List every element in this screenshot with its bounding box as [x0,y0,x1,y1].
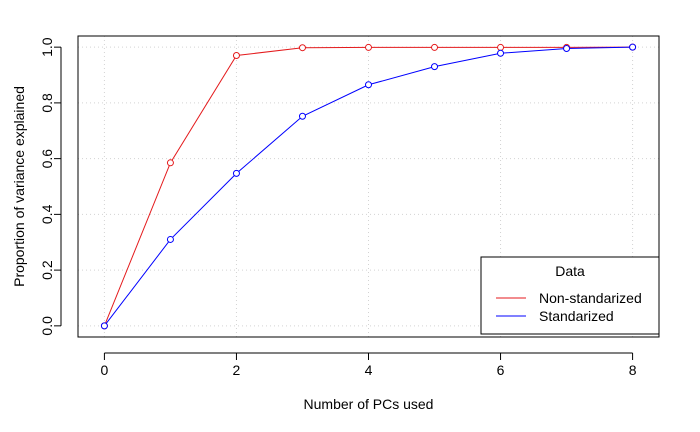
series-point-non-standarized [166,159,174,167]
y-tick-label: 0.0 [39,316,55,336]
x-tick-label: 6 [497,362,505,378]
legend-entry-label: Standarized [539,308,614,324]
y-tick-label: 1.0 [39,37,55,57]
y-tick-label: 0.2 [39,260,55,280]
series-point-non-standarized [497,43,505,51]
series-point-non-standarized [365,43,372,51]
legend-entry-label: Non-standarized [539,290,642,306]
series-point-non-standarized [232,52,240,60]
x-axis: 0 2 4 6 8 [101,352,637,378]
series-point-standarized [298,112,306,120]
x-axis-title: Number of PCs used [304,396,434,412]
legend: Data Non-standarized Standarized [480,256,660,335]
y-tick-label: 0.8 [39,93,55,113]
plot-frame [77,35,660,338]
legend-box [480,256,660,335]
series-point-standarized [365,81,372,89]
x-tick-label: 4 [365,362,373,378]
x-tick-label: 2 [233,362,241,378]
series-point-standarized [100,322,108,330]
series-point-standarized [431,63,439,71]
series-point-standarized [166,235,174,243]
series-point-standarized [629,43,637,51]
x-tick-label: 0 [101,362,109,378]
series-layer [100,43,637,330]
series-point-standarized [563,45,571,53]
y-axis: 0.0 0.2 0.4 0.6 0.8 1.0 [39,37,62,336]
y-axis-title: Proportion of variance explained [11,86,27,287]
x-tick-label: 8 [629,362,637,378]
series-point-standarized [232,169,240,177]
y-tick-label: 0.6 [39,149,55,169]
series-point-non-standarized [298,44,306,52]
series-point-standarized [497,49,505,57]
y-tick-label: 0.4 [39,204,55,224]
series-point-non-standarized [431,43,439,51]
legend-title: Data [555,263,585,279]
